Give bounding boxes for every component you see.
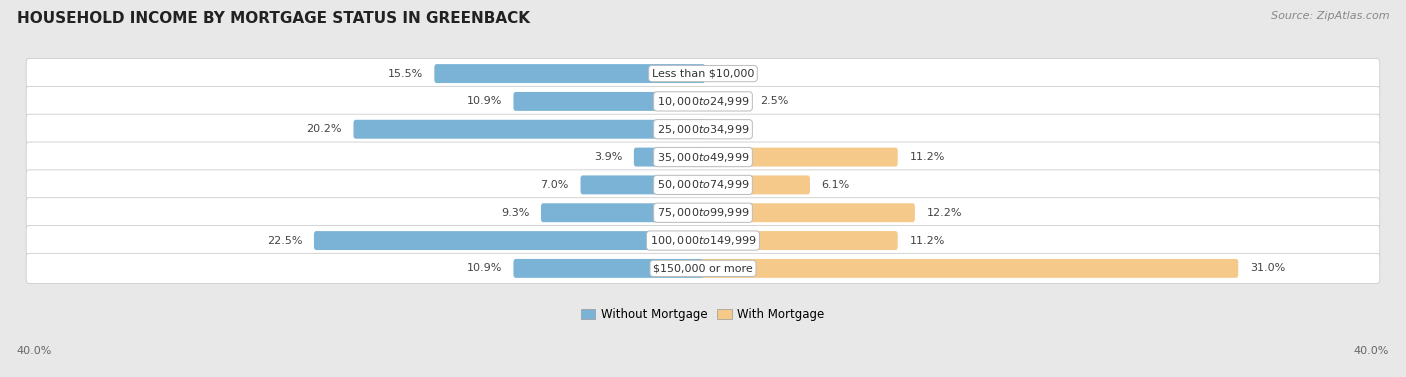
FancyBboxPatch shape (434, 64, 704, 83)
Text: $150,000 or more: $150,000 or more (654, 264, 752, 273)
FancyBboxPatch shape (27, 114, 1379, 144)
Text: 22.5%: 22.5% (267, 236, 302, 245)
FancyBboxPatch shape (27, 58, 1379, 89)
Text: $75,000 to $99,999: $75,000 to $99,999 (657, 206, 749, 219)
FancyBboxPatch shape (581, 175, 704, 195)
Text: 10.9%: 10.9% (467, 264, 502, 273)
Text: 10.9%: 10.9% (467, 97, 502, 106)
FancyBboxPatch shape (702, 203, 915, 222)
FancyBboxPatch shape (27, 253, 1379, 284)
FancyBboxPatch shape (27, 86, 1379, 116)
Text: Less than $10,000: Less than $10,000 (652, 69, 754, 78)
Text: 0.0%: 0.0% (717, 124, 745, 134)
Text: $25,000 to $34,999: $25,000 to $34,999 (657, 123, 749, 136)
Text: 6.1%: 6.1% (821, 180, 851, 190)
Legend: Without Mortgage, With Mortgage: Without Mortgage, With Mortgage (576, 303, 830, 326)
Text: 7.0%: 7.0% (540, 180, 569, 190)
FancyBboxPatch shape (702, 259, 1239, 278)
Text: 11.2%: 11.2% (910, 152, 945, 162)
Text: $35,000 to $49,999: $35,000 to $49,999 (657, 150, 749, 164)
FancyBboxPatch shape (27, 170, 1379, 200)
Text: HOUSEHOLD INCOME BY MORTGAGE STATUS IN GREENBACK: HOUSEHOLD INCOME BY MORTGAGE STATUS IN G… (17, 11, 530, 26)
FancyBboxPatch shape (634, 148, 704, 167)
Text: $50,000 to $74,999: $50,000 to $74,999 (657, 178, 749, 192)
Text: 9.3%: 9.3% (501, 208, 529, 218)
Text: 12.2%: 12.2% (927, 208, 962, 218)
FancyBboxPatch shape (314, 231, 704, 250)
Text: 31.0%: 31.0% (1250, 264, 1285, 273)
FancyBboxPatch shape (541, 203, 704, 222)
Text: Source: ZipAtlas.com: Source: ZipAtlas.com (1271, 11, 1389, 21)
Text: 15.5%: 15.5% (388, 69, 423, 78)
FancyBboxPatch shape (702, 175, 810, 195)
FancyBboxPatch shape (702, 231, 897, 250)
FancyBboxPatch shape (513, 92, 704, 111)
FancyBboxPatch shape (27, 225, 1379, 256)
FancyBboxPatch shape (702, 148, 897, 167)
Text: 2.5%: 2.5% (759, 97, 789, 106)
Text: 40.0%: 40.0% (1354, 346, 1389, 356)
Text: $10,000 to $24,999: $10,000 to $24,999 (657, 95, 749, 108)
Text: 3.9%: 3.9% (593, 152, 623, 162)
Text: 11.2%: 11.2% (910, 236, 945, 245)
Text: 40.0%: 40.0% (17, 346, 52, 356)
FancyBboxPatch shape (27, 142, 1379, 172)
FancyBboxPatch shape (353, 120, 704, 139)
Text: 0.0%: 0.0% (717, 69, 745, 78)
FancyBboxPatch shape (513, 259, 704, 278)
FancyBboxPatch shape (27, 198, 1379, 228)
Text: 20.2%: 20.2% (307, 124, 342, 134)
Text: $100,000 to $149,999: $100,000 to $149,999 (650, 234, 756, 247)
FancyBboxPatch shape (702, 92, 748, 111)
